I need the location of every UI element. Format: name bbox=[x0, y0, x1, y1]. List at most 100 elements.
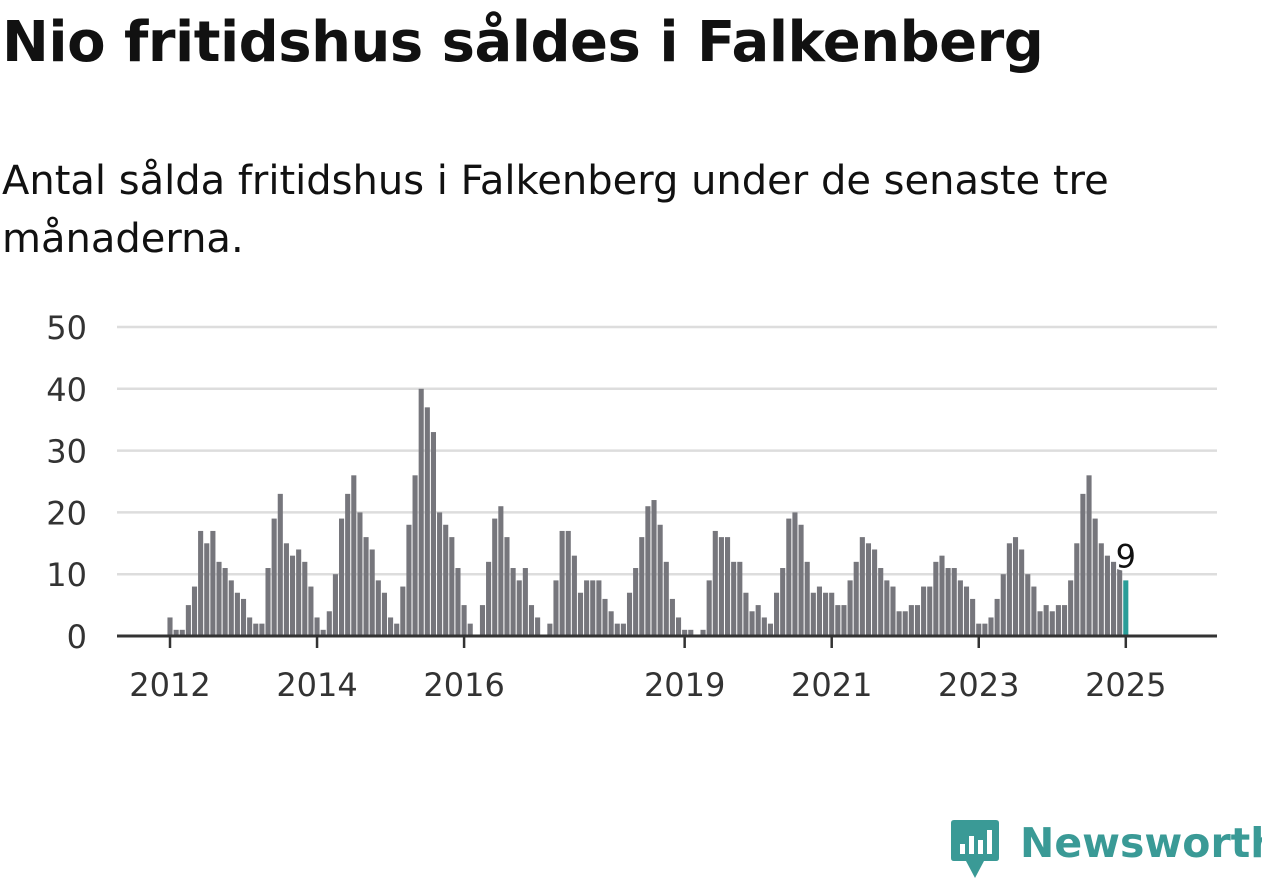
bar bbox=[443, 524, 449, 636]
bar bbox=[859, 537, 865, 636]
newsworthy-logo: Newsworthy bbox=[950, 818, 1262, 878]
y-tick-label: 0 bbox=[67, 618, 87, 656]
bar bbox=[878, 568, 884, 636]
bar bbox=[351, 475, 357, 636]
last-value-annotation: 9 bbox=[1116, 537, 1136, 575]
bar bbox=[994, 598, 1000, 636]
bar bbox=[761, 617, 767, 636]
bar bbox=[308, 586, 314, 636]
bar bbox=[486, 561, 492, 636]
bar bbox=[228, 580, 234, 636]
bar bbox=[400, 586, 406, 636]
bar bbox=[1025, 574, 1031, 636]
bar bbox=[884, 580, 890, 636]
bar bbox=[774, 592, 780, 636]
chart-title: Nio fritidshus såldes i Falkenberg bbox=[2, 10, 1044, 75]
y-tick-label: 20 bbox=[46, 494, 87, 532]
bar bbox=[810, 592, 816, 636]
bar bbox=[522, 568, 528, 636]
bar bbox=[381, 592, 387, 636]
bar bbox=[712, 530, 718, 636]
bar bbox=[829, 592, 835, 636]
bar bbox=[743, 592, 749, 636]
bar bbox=[1092, 518, 1098, 636]
bar bbox=[1098, 543, 1104, 636]
bar bbox=[614, 623, 620, 636]
bar bbox=[1068, 580, 1074, 636]
bar bbox=[914, 605, 921, 636]
bar bbox=[345, 493, 351, 636]
bar bbox=[357, 512, 363, 636]
x-tick-label: 2014 bbox=[276, 666, 357, 704]
y-tick-label: 10 bbox=[46, 556, 87, 594]
bar-highlight bbox=[1123, 580, 1129, 636]
x-tick-label: 2025 bbox=[1085, 666, 1166, 704]
bar bbox=[437, 512, 443, 636]
bar bbox=[651, 500, 657, 636]
bar bbox=[688, 629, 694, 636]
bar bbox=[461, 605, 467, 636]
bar bbox=[847, 580, 853, 636]
bar bbox=[179, 629, 185, 636]
bar bbox=[921, 586, 927, 636]
bar bbox=[314, 617, 320, 636]
bar bbox=[253, 623, 259, 636]
bar bbox=[516, 580, 522, 636]
bar-chart: 0 10 20 30 40 50 2012 2014 2016 2019 2021 2023 2025 9 bbox=[46, 309, 1217, 704]
bar bbox=[247, 617, 253, 636]
bar bbox=[602, 598, 608, 636]
bar bbox=[418, 388, 424, 636]
bar bbox=[835, 605, 841, 636]
bar bbox=[492, 518, 498, 636]
bar bbox=[339, 518, 345, 636]
bar bbox=[1055, 605, 1061, 636]
bar bbox=[731, 561, 737, 636]
bar bbox=[706, 580, 712, 636]
bar bbox=[467, 623, 473, 636]
bar bbox=[1104, 555, 1110, 636]
bar bbox=[412, 475, 418, 636]
bar bbox=[682, 629, 688, 636]
bar bbox=[608, 611, 614, 636]
bar bbox=[210, 530, 216, 636]
bar bbox=[528, 605, 535, 636]
bar bbox=[394, 623, 400, 636]
bar bbox=[951, 568, 957, 636]
y-tick-label: 40 bbox=[46, 371, 87, 409]
bar bbox=[982, 623, 988, 636]
bar bbox=[1110, 561, 1117, 636]
bar bbox=[510, 568, 516, 636]
bar bbox=[430, 432, 437, 636]
bar bbox=[406, 524, 412, 636]
bar bbox=[584, 580, 590, 636]
bar bbox=[908, 605, 914, 636]
bar bbox=[1080, 493, 1086, 636]
bar bbox=[890, 586, 896, 636]
bar bbox=[271, 518, 277, 636]
bar bbox=[289, 555, 296, 636]
bar bbox=[620, 623, 626, 636]
bar bbox=[639, 537, 645, 636]
bar bbox=[185, 605, 191, 636]
bar bbox=[1049, 611, 1055, 636]
bar bbox=[565, 530, 571, 636]
brand-name: Newsworthy bbox=[1020, 819, 1262, 867]
bar bbox=[590, 580, 596, 636]
bar bbox=[547, 623, 553, 636]
bar bbox=[559, 530, 565, 636]
y-tick-label: 30 bbox=[46, 433, 87, 471]
bar bbox=[571, 555, 577, 636]
bar bbox=[369, 549, 375, 636]
bar bbox=[853, 561, 859, 636]
bar bbox=[939, 555, 945, 636]
bar bbox=[479, 605, 486, 636]
bar bbox=[173, 629, 179, 636]
bar bbox=[283, 543, 289, 636]
bar bbox=[375, 580, 381, 636]
bar bbox=[596, 580, 602, 636]
bar bbox=[222, 568, 228, 636]
bar bbox=[927, 586, 933, 636]
bar bbox=[1037, 611, 1043, 636]
bar bbox=[841, 605, 847, 636]
bar bbox=[737, 561, 743, 636]
